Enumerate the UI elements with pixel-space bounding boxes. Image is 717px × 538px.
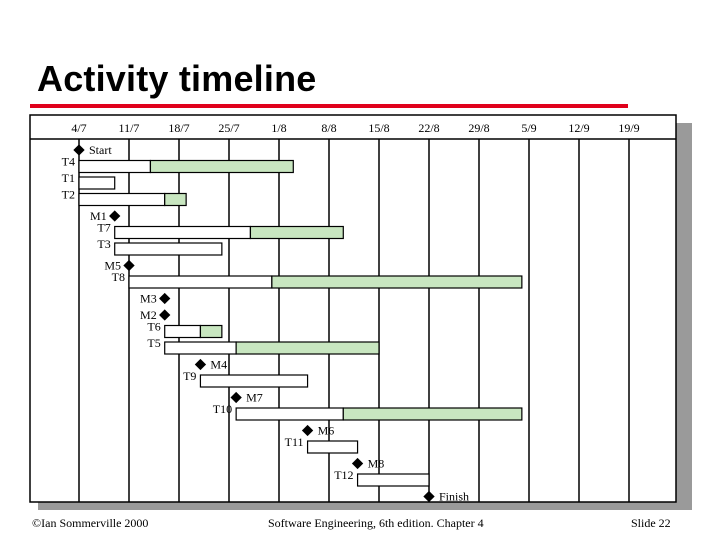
milestone-label: M3 [140, 292, 157, 306]
task-row: T5 [147, 336, 380, 355]
milestone-diamond [351, 457, 364, 470]
task-duration-bar [306, 440, 359, 454]
milestone-row: M7 [230, 391, 263, 405]
task-label: T10 [213, 402, 232, 416]
date-tick-label: 19/9 [618, 121, 639, 135]
date-tick-label: 12/9 [568, 121, 589, 135]
task-label: T5 [147, 336, 160, 350]
task-duration-bar [164, 341, 237, 355]
task-slack-bar [249, 225, 344, 240]
task-label: T6 [147, 320, 160, 334]
milestone-row: M6 [301, 424, 335, 438]
task-label: T9 [183, 369, 196, 383]
milestone-label: M8 [368, 457, 385, 471]
date-tick-label: 5/9 [521, 121, 536, 135]
milestone-diamond [159, 292, 171, 305]
milestone-diamond [301, 424, 314, 437]
task-duration-bar [114, 242, 223, 256]
task-duration-bar [235, 407, 344, 421]
milestone-label: Finish [439, 490, 469, 504]
task-row: T12 [334, 468, 430, 487]
milestone-row: M2 [140, 308, 171, 322]
date-tick-label: 29/8 [468, 121, 489, 135]
milestone-row: Start [73, 143, 112, 157]
milestone-label: M7 [246, 391, 263, 405]
task-row: T10 [213, 402, 523, 421]
task-label: T11 [285, 435, 304, 449]
milestone-row: M4 [194, 358, 227, 372]
task-row: T6 [147, 320, 223, 339]
task-slack-bar [271, 275, 523, 289]
date-tick-label: 4/7 [71, 121, 86, 135]
task-label: T7 [97, 221, 110, 235]
date-tick-label: 18/7 [168, 121, 189, 135]
task-duration-bar [128, 275, 273, 289]
date-tick-label: 1/8 [271, 121, 286, 135]
footer-slide-number: Slide 22 [631, 516, 671, 530]
task-duration-bar [78, 192, 166, 207]
task-duration-bar [199, 374, 309, 388]
task-duration-bar [356, 473, 430, 487]
task-slack-bar [199, 324, 223, 339]
milestone-row: Finish [423, 490, 469, 504]
task-row: T1 [62, 171, 116, 190]
task-slack-bar [235, 341, 380, 355]
milestone-diamond [230, 391, 242, 404]
task-row: T9 [183, 369, 309, 388]
task-row: T8 [112, 270, 523, 289]
date-tick-label: 25/7 [218, 121, 239, 135]
task-row: T2 [62, 188, 187, 207]
footer-book-title: Software Engineering, 6th edition. Chapt… [268, 516, 484, 530]
task-row: T11 [285, 435, 359, 454]
task-label: T1 [62, 171, 75, 185]
milestone-row: M3 [140, 292, 171, 306]
task-label: T4 [62, 155, 75, 169]
milestone-label: M5 [104, 259, 121, 273]
task-row: T7 [97, 221, 344, 240]
task-duration-bar [78, 159, 152, 174]
milestone-row: M8 [351, 457, 385, 471]
task-row: T4 [62, 155, 294, 174]
task-slack-bar [342, 407, 523, 421]
slide-title: Activity timeline [37, 58, 317, 99]
task-label: T8 [112, 270, 125, 284]
date-tick-label: 8/8 [321, 121, 336, 135]
task-duration-bar [78, 176, 116, 190]
task-slack-bar [164, 192, 187, 207]
milestone-diamond [159, 309, 171, 321]
milestone-label: Start [89, 143, 112, 157]
milestone-label: M6 [318, 424, 335, 438]
milestone-label: M4 [210, 358, 227, 372]
task-label: T2 [62, 188, 75, 202]
task-label: T12 [334, 468, 353, 482]
chart-frame [29, 114, 677, 503]
date-tick-label: 22/8 [418, 121, 439, 135]
task-row: T3 [97, 237, 223, 256]
milestone-diamond [194, 358, 207, 371]
task-duration-bar [164, 324, 202, 339]
date-tick-label: 11/7 [119, 121, 140, 135]
milestone-diamond [423, 490, 435, 503]
task-label: T3 [97, 237, 110, 251]
task-slack-bar [149, 159, 294, 174]
title-underline [30, 104, 628, 108]
task-duration-bar [114, 225, 252, 240]
date-tick-label: 15/8 [368, 121, 389, 135]
milestone-label: M1 [90, 209, 107, 223]
footer-copyright: ©Ian Sommerville 2000 [32, 516, 149, 530]
milestone-label: M2 [140, 308, 157, 322]
